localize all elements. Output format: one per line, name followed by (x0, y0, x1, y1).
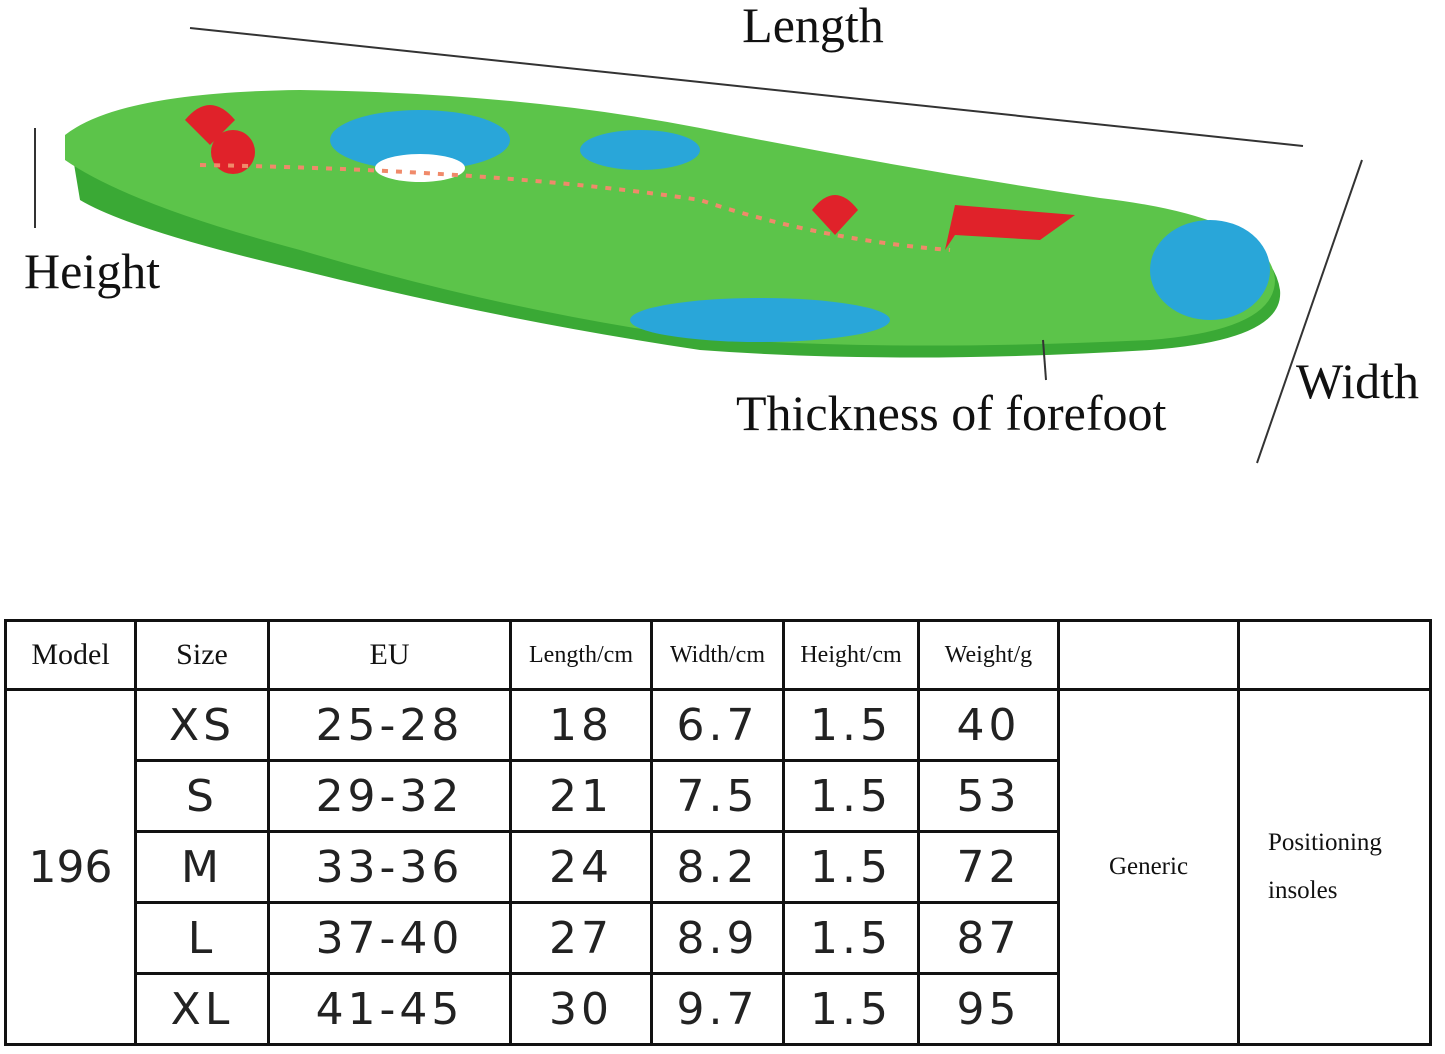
pin (211, 130, 255, 174)
size-table: Model Size EU Length/cm Width/cm Height/cm Wei… (4, 619, 1432, 1046)
thickness-pointer (1042, 339, 1047, 381)
header-cell: Model (4, 619, 137, 691)
header-cell: Size (134, 619, 270, 691)
data-cell: 18 (509, 688, 653, 762)
sea (630, 298, 890, 342)
data-cell: 1.5 (782, 901, 920, 975)
data-cell: 25-28 (267, 688, 512, 762)
use-cell: Positioning insoles (1237, 688, 1432, 1046)
data-cell: XL (134, 972, 270, 1046)
header-row: Model Size EU Length/cm Width/cm Height/cm Wei… (4, 619, 1432, 691)
data-cell: 24 (509, 830, 653, 904)
data-cell: S (134, 759, 270, 833)
header-cell: Weight/g (917, 619, 1060, 691)
data-cell: 8.9 (650, 901, 785, 975)
data-cell: 72 (917, 830, 1060, 904)
header-cell: EU (267, 619, 512, 691)
header-cell (1237, 619, 1432, 691)
type-cell: Generic (1057, 688, 1240, 1046)
data-cell: XS (134, 688, 270, 762)
data-cell: 87 (917, 901, 1060, 975)
width-line (1256, 159, 1363, 464)
insole-figure: Length Height Width Thickness of forefoo… (24, 0, 1419, 464)
data-cell: 1.5 (782, 830, 920, 904)
data-cell: 53 (917, 759, 1060, 833)
thickness-label: Thickness of forefoot (736, 385, 1167, 441)
flag (945, 205, 1075, 250)
length-line (189, 27, 1304, 147)
data-cell: 33-36 (267, 830, 512, 904)
data-row: 196 XS 25-28 18 6.7 1.5 40 Generic Positioning i… (4, 688, 1432, 1046)
data-cell: 8.2 (650, 830, 785, 904)
data-cell: 9.7 (650, 972, 785, 1046)
data-cell: 1.5 (782, 688, 920, 762)
data-cell: M (134, 830, 270, 904)
model-cell: 196 (4, 688, 137, 1046)
sea (580, 130, 700, 170)
header-cell: Width/cm (650, 619, 785, 691)
data-cell: 27 (509, 901, 653, 975)
length-label: Length (742, 0, 884, 53)
sea (1150, 220, 1270, 320)
data-cell: 41-45 (267, 972, 512, 1046)
data-row: XL 41-45 30 9.7 1.5 95 (6, 972, 1431, 1046)
pin (185, 105, 235, 145)
data-cell: 6.7 (650, 688, 785, 762)
data-cell: 95 (917, 972, 1060, 1046)
data-cell: 7.5 (650, 759, 785, 833)
route (199, 163, 951, 252)
data-row: S 29-32 21 7.5 1.5 53 (6, 759, 1431, 833)
data-cell: 1.5 (782, 759, 920, 833)
width-label: Width (1296, 353, 1419, 409)
height-label: Height (24, 243, 160, 299)
data-cell: 37-40 (267, 901, 512, 975)
data-cell: 21 (509, 759, 653, 833)
data-cell: 29-32 (267, 759, 512, 833)
data-cell: 40 (917, 688, 1060, 762)
data-cell: 1.5 (782, 972, 920, 1046)
header-cell (1057, 619, 1240, 691)
data-row: M 33-36 24 8.2 1.5 72 (6, 830, 1431, 904)
data-cell: L (134, 901, 270, 975)
data-row: L 37-40 27 8.9 1.5 87 (6, 901, 1431, 975)
cloud (375, 154, 465, 182)
pin (812, 195, 858, 235)
data-cell: 30 (509, 972, 653, 1046)
sea (330, 110, 510, 170)
header-cell: Height/cm (782, 619, 920, 691)
header-cell: Length/cm (509, 619, 653, 691)
